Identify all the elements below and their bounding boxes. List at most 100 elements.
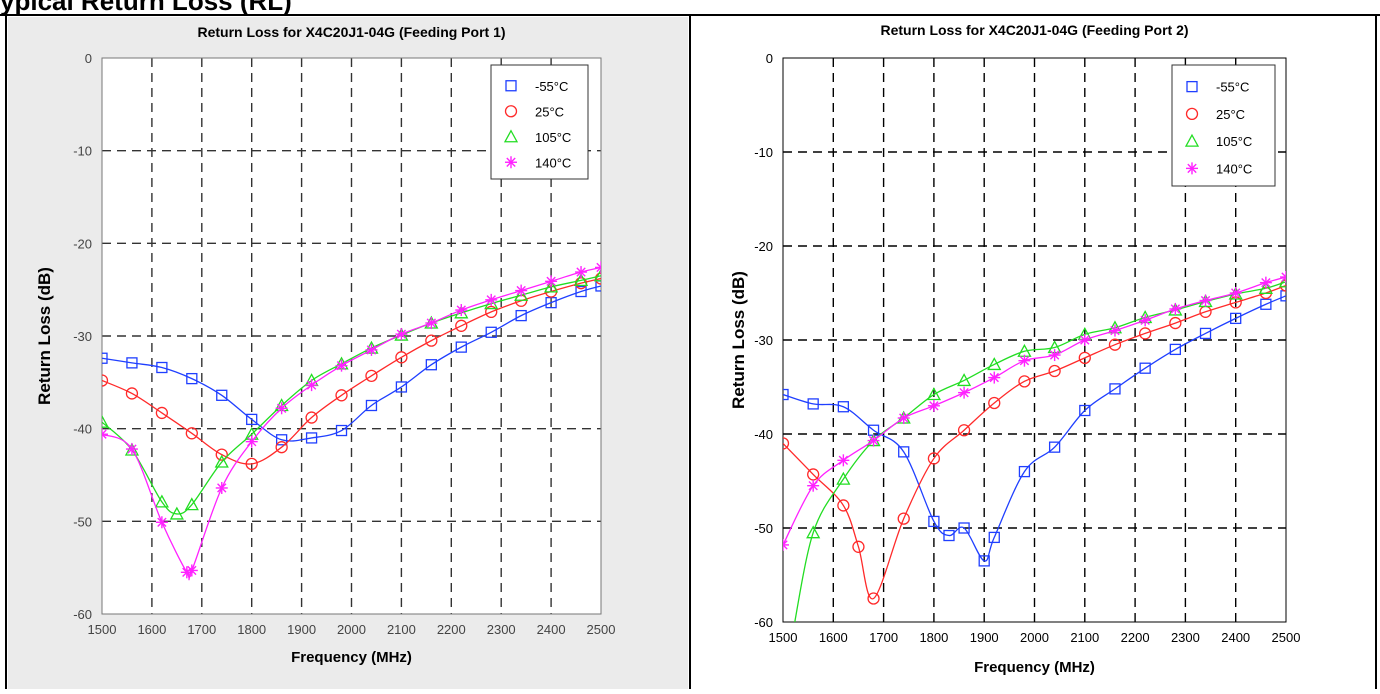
- data-point: [186, 372, 198, 385]
- data-point: [1018, 375, 1031, 388]
- y-tick-label: -10: [754, 145, 773, 160]
- data-point: [305, 379, 318, 392]
- data-point: [485, 293, 498, 306]
- series-line-1: [783, 284, 1286, 600]
- data-point: [155, 406, 169, 420]
- data-point: [514, 287, 529, 301]
- x-tick-label: 1500: [769, 630, 798, 645]
- legend-marker: [503, 129, 519, 143]
- data-point: [335, 424, 348, 437]
- legend-label: -55°C: [1216, 80, 1249, 95]
- legend-label: 140°C: [535, 155, 571, 170]
- legend-label: 105°C: [535, 130, 571, 145]
- data-point: [155, 516, 168, 529]
- y-axis-label: Return Loss (dB): [35, 267, 54, 405]
- data-point: [515, 284, 528, 297]
- data-point: [988, 531, 1000, 544]
- data-point: [575, 285, 587, 298]
- x-tick-label: 1700: [869, 630, 898, 645]
- data-point: [783, 388, 789, 401]
- data-point: [1018, 465, 1031, 478]
- data-point: [275, 441, 288, 454]
- data-point: [957, 424, 971, 437]
- data-point: [1260, 298, 1272, 310]
- data-point: [806, 525, 821, 539]
- data-point: [1199, 294, 1212, 307]
- data-point: [214, 454, 229, 468]
- data-point: [927, 452, 941, 465]
- data-point: [1280, 271, 1286, 284]
- y-tick-label: -20: [73, 236, 92, 251]
- data-point: [305, 411, 318, 424]
- legend-box: [490, 64, 589, 180]
- x-tick-label: 2300: [1171, 630, 1200, 645]
- data-point: [837, 401, 850, 413]
- data-point: [544, 279, 559, 293]
- data-point: [1199, 327, 1212, 340]
- x-tick-label: 1900: [970, 630, 999, 645]
- data-point: [897, 412, 910, 425]
- data-point: [1139, 327, 1152, 340]
- y-axis-label: Return Loss (dB): [729, 271, 748, 409]
- data-point: [125, 443, 138, 456]
- data-point: [425, 334, 438, 347]
- chart-cell-port1: 1500 1600 1700 1800 1900 2000 2100 2200 2300 2400…: [8, 17, 688, 689]
- y-tick-label: -50: [73, 514, 92, 529]
- series-group: [102, 261, 601, 581]
- data-point: [485, 305, 498, 319]
- data-point: [156, 361, 168, 374]
- chart-port1: 1500 1600 1700 1800 1900 2000 2100 2200 2300 2400…: [8, 17, 688, 689]
- x-tick-label: 2000: [1020, 630, 1049, 645]
- data-point: [365, 399, 378, 412]
- data-point: [1169, 316, 1182, 330]
- series-line-0: [102, 285, 601, 442]
- data-point: [180, 566, 193, 579]
- x-tick-label: 2200: [437, 622, 466, 637]
- data-point: [335, 359, 348, 372]
- data-point: [455, 304, 468, 317]
- legend-marker: [1186, 80, 1198, 93]
- grid: [783, 58, 1286, 622]
- x-tick-label: 1700: [187, 622, 216, 637]
- data-point: [783, 538, 789, 551]
- table-border-left: [5, 14, 7, 689]
- legend-label: 105°C: [1216, 134, 1252, 149]
- data-point: [246, 413, 258, 426]
- data-point: [867, 592, 880, 605]
- x-tick-label: 2200: [1121, 630, 1150, 645]
- y-tick-label: -30: [73, 329, 92, 344]
- data-point: [1278, 274, 1286, 288]
- y-tick-label: -30: [754, 333, 773, 348]
- data-point: [1108, 338, 1122, 351]
- chart-title: Return Loss for X4C20J1-04G (Feeding Por…: [880, 22, 1188, 38]
- x-tick-label: 2300: [487, 622, 516, 637]
- data-point: [154, 494, 169, 508]
- data-point: [807, 479, 820, 492]
- x-tick-label: 1600: [819, 630, 848, 645]
- series-group: [783, 271, 1286, 622]
- section-heading: ypical Return Loss (RL): [0, 0, 292, 14]
- data-point: [102, 428, 108, 441]
- data-point: [943, 529, 955, 542]
- data-point: [988, 371, 1001, 384]
- data-point: [1078, 334, 1091, 346]
- data-point: [1139, 314, 1152, 327]
- data-point: [867, 434, 880, 447]
- data-point: [1258, 280, 1273, 294]
- data-point: [245, 457, 258, 471]
- data-point: [958, 522, 970, 534]
- chart-title: Return Loss for X4C20J1-04G (Feeding Por…: [197, 24, 505, 40]
- x-tick-label: 2400: [1221, 630, 1250, 645]
- data-point: [395, 351, 408, 364]
- data-point: [928, 515, 940, 528]
- data-point: [1108, 324, 1121, 337]
- data-point: [1230, 312, 1242, 325]
- data-point: [365, 343, 378, 356]
- y-tick-label: 0: [85, 51, 92, 66]
- x-tick-label: 1800: [237, 622, 266, 637]
- y-tick-label: -10: [73, 144, 92, 159]
- data-point: [978, 555, 990, 567]
- data-point: [1018, 354, 1031, 367]
- x-tick-label: 2000: [337, 622, 366, 637]
